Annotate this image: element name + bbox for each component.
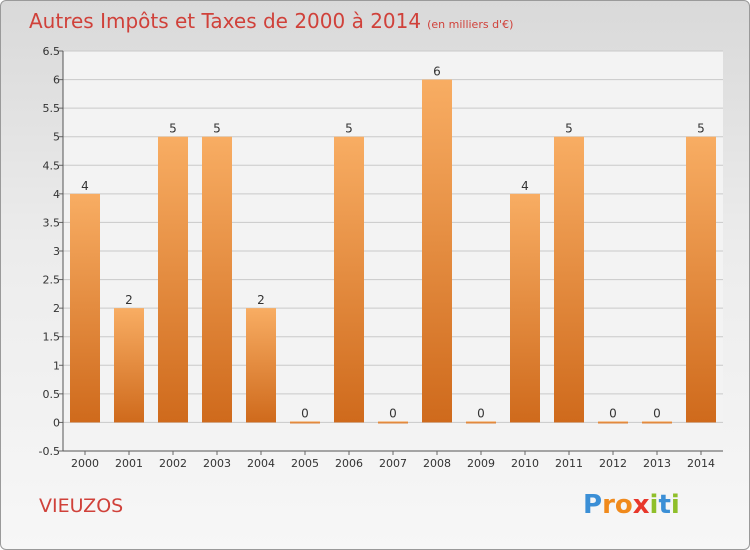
data-label: 5 (565, 122, 573, 136)
y-tick-label: 4 (53, 188, 60, 201)
y-tick-label: 5 (53, 131, 60, 144)
y-tick-label: 6 (53, 74, 60, 87)
x-tick-label: 2014 (687, 457, 715, 470)
logo-letter: x (632, 490, 650, 520)
data-label: 0 (477, 406, 485, 420)
y-tick-label: 5.5 (43, 102, 61, 115)
y-tick-label: 2.5 (43, 274, 61, 287)
logo-letter: i (670, 490, 680, 520)
data-label: 5 (213, 122, 221, 136)
x-tick-label: 2008 (423, 457, 451, 470)
bar (114, 308, 144, 423)
data-label: 5 (169, 122, 177, 136)
x-tick-label: 2003 (203, 457, 231, 470)
bar (158, 136, 188, 423)
y-tick-label: 0 (53, 416, 60, 429)
bar (466, 421, 496, 424)
x-tick-label: 2009 (467, 457, 495, 470)
y-tick-label: 2 (53, 302, 60, 315)
data-label: 0 (301, 406, 309, 420)
y-tick-label: 3 (53, 245, 60, 258)
data-label: 4 (521, 179, 529, 193)
bar (642, 421, 672, 424)
data-label: 0 (653, 406, 661, 420)
x-tick-label: 2005 (291, 457, 319, 470)
bar (598, 421, 628, 424)
x-tick-label: 2006 (335, 457, 363, 470)
data-label: 2 (257, 293, 265, 307)
chart-title-text: Autres Impôts et Taxes de 2000 à 2014 (29, 9, 422, 33)
data-label: 4 (81, 179, 89, 193)
bar (202, 136, 232, 423)
x-tick-label: 2013 (643, 457, 671, 470)
proxiti-logo: Proxiti (583, 490, 680, 520)
y-tick-label: 6.5 (43, 45, 61, 58)
logo-letter: i (649, 490, 659, 520)
y-tick-label: 1.5 (43, 331, 61, 344)
bar (554, 136, 584, 423)
bar (246, 308, 276, 423)
x-tick-label: 2011 (555, 457, 583, 470)
y-tick-label: -0.5 (39, 445, 60, 458)
logo-letter: t (658, 490, 671, 520)
bar (422, 79, 452, 423)
x-tick-label: 2002 (159, 457, 187, 470)
logo-letter: o (614, 490, 633, 520)
x-tick-label: 2007 (379, 457, 407, 470)
data-label: 0 (609, 406, 617, 420)
bar (510, 193, 540, 423)
chart-title: Autres Impôts et Taxes de 2000 à 2014 (en… (29, 9, 513, 33)
x-tick-label: 2010 (511, 457, 539, 470)
logo-letter: r (602, 490, 615, 520)
bar (290, 421, 320, 424)
data-label: 0 (389, 406, 397, 420)
y-tick-label: 4.5 (43, 159, 61, 172)
bar (334, 136, 364, 423)
commune-name: VIEUZOS (39, 495, 124, 517)
bar (70, 193, 100, 423)
x-tick-label: 2004 (247, 457, 275, 470)
x-tick-label: 2001 (115, 457, 143, 470)
logo-letter: P (583, 490, 603, 520)
data-label: 2 (125, 293, 133, 307)
bar (686, 136, 716, 423)
data-label: 6 (433, 65, 441, 79)
chart-subtitle: (en milliers d'€) (427, 18, 514, 31)
bar (378, 421, 408, 424)
data-label: 5 (345, 122, 353, 136)
y-tick-label: 1 (53, 359, 60, 372)
data-label: 5 (697, 122, 705, 136)
y-tick-label: 0.5 (43, 388, 61, 401)
y-tick-label: 3.5 (43, 216, 61, 229)
x-tick-label: 2000 (71, 457, 99, 470)
x-tick-label: 2012 (599, 457, 627, 470)
